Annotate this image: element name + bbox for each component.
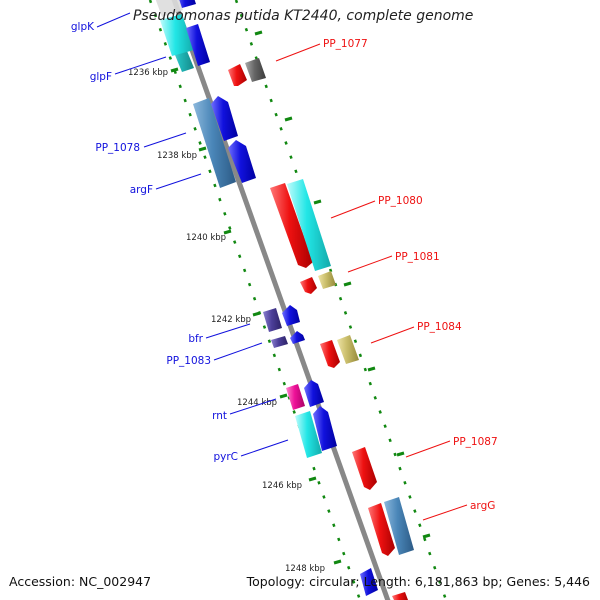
outer-ticks [254, 30, 431, 539]
tick-mark [170, 67, 179, 73]
gene-label-PP_1087[interactable]: PP_1087 [453, 436, 498, 448]
tick-mark [254, 30, 263, 36]
forward-genes [228, 58, 414, 600]
tick-mark [422, 533, 431, 539]
gene-arrow[interactable] [186, 24, 210, 66]
leader-line [240, 439, 289, 457]
gene-arrow[interactable] [286, 384, 305, 410]
gene-arrow[interactable] [384, 497, 414, 555]
gene-label-rnt[interactable]: rnt [212, 410, 227, 422]
tick-mark [252, 311, 261, 317]
reverse-leaders [96, 12, 289, 457]
forward-leaders [275, 43, 468, 521]
leader-line [347, 255, 393, 273]
leader-line [155, 173, 202, 190]
leader-line [229, 398, 277, 415]
tick-ring-inner [148, 0, 362, 600]
gene-arrow[interactable] [176, 0, 196, 8]
gene-arrow[interactable] [368, 503, 395, 556]
gene-label-pyrC[interactable]: pyrC [213, 451, 238, 463]
gene-arrow[interactable] [211, 96, 238, 141]
tick-label: 1248 kbp [285, 564, 325, 574]
tick-mark [198, 146, 207, 152]
tick-mark [223, 229, 232, 235]
gene-label-PP_1083[interactable]: PP_1083 [166, 355, 211, 367]
gene-label-argF[interactable]: argF [130, 184, 153, 196]
gene-arrow[interactable] [392, 592, 408, 600]
genome-backbone [171, 0, 391, 600]
gene-label-glpF[interactable]: glpF [90, 71, 112, 83]
gene-arrow[interactable] [300, 277, 317, 294]
gene-arrow[interactable] [154, 0, 183, 17]
tick-label: 1246 kbp [262, 481, 302, 491]
gene-arrow[interactable] [287, 179, 331, 271]
gene-arrow[interactable] [193, 98, 236, 188]
leader-line [275, 43, 321, 62]
leader-line [370, 326, 415, 344]
gene-arrow[interactable] [160, 14, 194, 56]
gene-arrow[interactable] [295, 411, 322, 458]
gene-label-argG[interactable]: argG [470, 500, 495, 512]
tick-label: 1240 kbp [186, 233, 226, 243]
gene-arrow[interactable] [245, 58, 266, 82]
tick-label: 1242 kbp [211, 315, 251, 325]
gene-label-PP_1084[interactable]: PP_1084 [417, 321, 462, 333]
gene-arrow[interactable] [337, 335, 359, 364]
tick-mark [367, 366, 376, 372]
leader-line [114, 56, 167, 75]
tick-ring-outer [234, 0, 448, 600]
major-ticks [170, 67, 342, 565]
gene-label-PP_1080[interactable]: PP_1080 [378, 195, 423, 207]
tick-mark [343, 281, 352, 287]
leader-line [205, 323, 251, 339]
tick-mark [396, 451, 405, 457]
tick-mark [279, 393, 288, 399]
leader-line [143, 132, 187, 148]
leader-line [213, 342, 263, 361]
tick-label: 1236 kbp [128, 68, 168, 78]
gene-arrow[interactable] [290, 331, 305, 344]
topology-text: Topology: circular; Length: 6,181,863 bp… [246, 574, 590, 589]
gene-arrow[interactable] [228, 140, 256, 183]
gene-label-glpK[interactable]: glpK [71, 21, 95, 33]
gene-arrow[interactable] [304, 380, 324, 407]
leader-line [96, 12, 131, 28]
gene-label-PP_1081[interactable]: PP_1081 [395, 251, 440, 263]
gene-arrow[interactable] [282, 305, 300, 326]
tick-mark [313, 199, 322, 205]
gene-arrow[interactable] [228, 64, 247, 86]
reverse-genes [154, 0, 337, 458]
gene-label-PP_1078[interactable]: PP_1078 [95, 142, 140, 154]
tick-mark [284, 116, 293, 122]
gene-arrow[interactable] [263, 308, 282, 332]
gene-arrow[interactable] [270, 183, 313, 268]
gene-arrow[interactable] [313, 406, 337, 451]
accession-text: Accession: NC_002947 [9, 574, 152, 589]
tick-label: 1244 kbp [237, 398, 277, 408]
leader-line [405, 440, 451, 458]
leader-line [422, 504, 468, 521]
tick-mark [308, 476, 317, 482]
gene-arrow[interactable] [360, 568, 378, 596]
map-title: Pseudomonas putida KT2440, complete geno… [133, 8, 474, 24]
gene-arrow[interactable] [352, 447, 377, 490]
gene-arrow[interactable] [271, 336, 288, 348]
gene-label-PP_1077[interactable]: PP_1077 [323, 38, 368, 50]
gene-label-bfr[interactable]: bfr [188, 333, 203, 345]
gene-arrow[interactable] [320, 340, 340, 368]
gene-arrow[interactable] [318, 271, 336, 289]
leader-line [330, 200, 376, 219]
tick-mark [333, 559, 342, 565]
tick-label: 1238 kbp [157, 151, 197, 161]
